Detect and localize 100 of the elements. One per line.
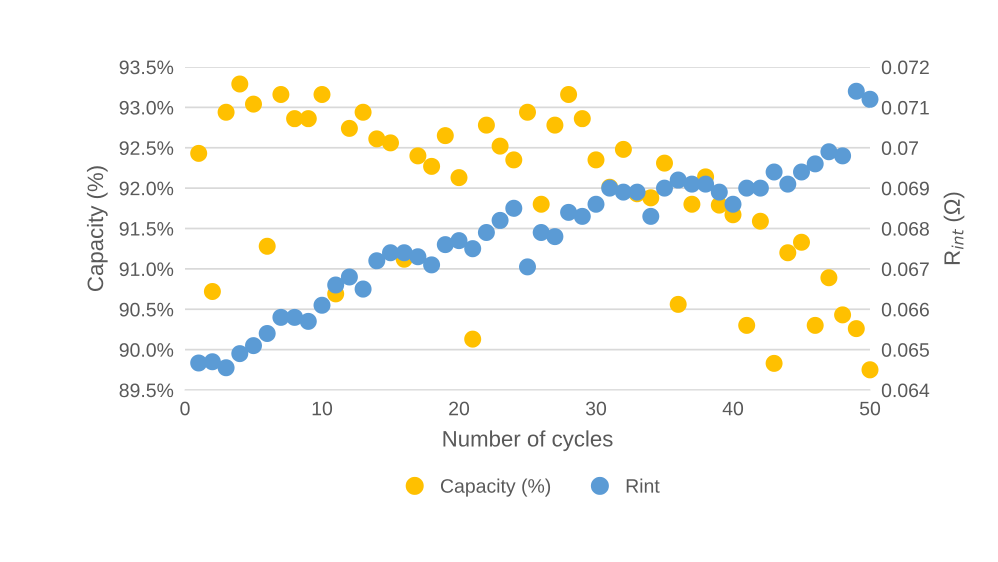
point xyxy=(354,280,372,298)
y-tick-label: 90.5% xyxy=(120,302,174,316)
x-tick-label: 0 xyxy=(180,402,190,416)
point xyxy=(505,151,522,168)
y2-tick-label: 0.071 xyxy=(882,100,929,115)
point xyxy=(560,86,578,103)
y-tick-label: 92.5% xyxy=(120,141,174,155)
point xyxy=(244,96,262,113)
y-tick-label: 90.0% xyxy=(120,343,174,357)
legend-label: Rint xyxy=(626,478,660,493)
y2-tick-label: 0.068 xyxy=(882,222,929,236)
point xyxy=(505,200,522,217)
point xyxy=(546,116,564,134)
x-tick-label: 50 xyxy=(860,402,880,416)
point xyxy=(450,169,468,186)
point xyxy=(313,296,331,314)
point xyxy=(656,154,674,172)
point xyxy=(779,176,796,193)
point xyxy=(518,258,536,276)
point xyxy=(779,244,796,262)
point xyxy=(560,204,578,221)
point xyxy=(834,147,852,164)
point xyxy=(368,130,386,148)
point xyxy=(423,158,440,175)
point xyxy=(670,172,687,189)
x-tick-label: 10 xyxy=(312,402,332,416)
y2-axis-title: R$_{int}$ (Ω) xyxy=(944,192,964,264)
point xyxy=(204,282,221,300)
y2-tick-label: 0.072 xyxy=(882,60,929,74)
point xyxy=(574,208,591,225)
point xyxy=(340,120,358,137)
point xyxy=(409,147,426,164)
point xyxy=(587,151,605,168)
point xyxy=(286,110,304,128)
point xyxy=(300,312,317,330)
point xyxy=(834,306,852,324)
y-tick-label: 92.0% xyxy=(120,182,174,196)
x-tick-label: 40 xyxy=(722,402,744,416)
y2-tick-label: 0.067 xyxy=(882,262,929,276)
point xyxy=(806,155,824,172)
point xyxy=(518,104,536,121)
y2-tick-label: 0.066 xyxy=(882,302,929,316)
point xyxy=(614,140,632,158)
point xyxy=(792,234,810,251)
point xyxy=(792,163,810,180)
point xyxy=(861,361,879,378)
y-tick-label: 93.0% xyxy=(120,100,174,115)
y-tick-label: 91.0% xyxy=(120,262,174,276)
point xyxy=(258,324,276,342)
point xyxy=(574,110,591,128)
point xyxy=(656,180,674,197)
point xyxy=(820,269,838,286)
y2-tick-label: 0.065 xyxy=(882,343,929,357)
point xyxy=(258,238,276,255)
point xyxy=(300,110,317,128)
point xyxy=(642,189,660,206)
x-tick-label: 20 xyxy=(449,402,470,416)
x-tick-label: 30 xyxy=(586,402,606,416)
point xyxy=(546,228,564,246)
point xyxy=(368,252,386,270)
y2-tick-label: 0.07 xyxy=(882,141,918,155)
point xyxy=(190,144,208,162)
point xyxy=(738,316,756,334)
point xyxy=(286,308,304,326)
point xyxy=(683,196,700,213)
point xyxy=(820,143,838,160)
point xyxy=(396,244,413,262)
point xyxy=(382,134,400,152)
point xyxy=(532,224,550,242)
point xyxy=(218,104,235,121)
y2-tick-label: 0.064 xyxy=(882,383,930,398)
point xyxy=(464,240,482,258)
point xyxy=(327,276,344,294)
point xyxy=(218,359,235,376)
point xyxy=(724,196,742,213)
point xyxy=(642,208,660,225)
y-tick-label: 89.5% xyxy=(120,383,174,398)
point xyxy=(450,232,468,250)
point xyxy=(492,212,509,229)
legend-label: Capacity (%) xyxy=(440,478,550,497)
point xyxy=(409,248,426,266)
y-tick-label: 91.5% xyxy=(120,222,174,236)
point xyxy=(231,75,248,92)
point xyxy=(478,116,495,134)
point xyxy=(532,196,550,213)
point xyxy=(710,184,728,201)
point xyxy=(244,337,262,354)
point xyxy=(478,224,495,242)
point xyxy=(436,127,454,144)
point xyxy=(697,176,714,193)
point xyxy=(272,86,290,103)
point xyxy=(436,236,454,254)
point xyxy=(464,330,482,348)
point xyxy=(492,138,509,155)
point xyxy=(766,354,783,372)
x-axis-title: Number of cycles xyxy=(444,430,613,452)
point xyxy=(752,180,769,197)
y-axis-title: Capacity (%) xyxy=(86,166,108,291)
point xyxy=(752,212,769,230)
point xyxy=(204,353,221,370)
